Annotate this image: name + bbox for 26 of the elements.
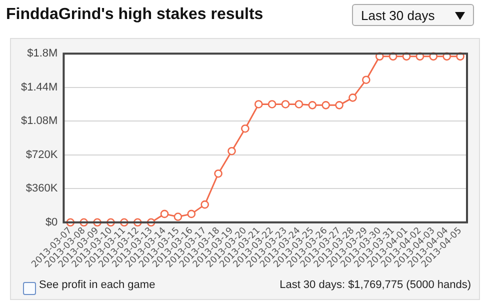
dropdown: Last 30 days bbox=[352, 4, 474, 26]
y-tick-label: $0 bbox=[45, 216, 58, 228]
text: Last 30 days: $1,769,775 (5000 hands) bbox=[280, 279, 471, 291]
point bbox=[228, 146, 236, 156]
point bbox=[335, 101, 344, 110]
text: See profit in each game bbox=[39, 279, 156, 291]
point bbox=[294, 100, 304, 108]
point bbox=[281, 100, 290, 108]
chart-title: FinddaGrind's high stakes results bbox=[6, 6, 264, 24]
y-tick-label: $360K bbox=[26, 182, 58, 195]
y-tick-label: $1.44M bbox=[20, 81, 58, 94]
point bbox=[362, 76, 370, 84]
point bbox=[160, 210, 169, 218]
point bbox=[254, 100, 263, 108]
point bbox=[214, 169, 222, 178]
point bbox=[348, 94, 357, 102]
y-tick-label: $720K bbox=[26, 148, 58, 161]
point bbox=[187, 210, 196, 218]
point bbox=[200, 200, 209, 209]
point bbox=[268, 100, 276, 108]
y-tick-label: $1.08M bbox=[20, 115, 58, 128]
point bbox=[241, 124, 250, 133]
point bbox=[308, 101, 317, 110]
y-tick-label: $1.8M bbox=[27, 48, 58, 60]
point bbox=[174, 212, 182, 221]
point bbox=[322, 101, 330, 110]
